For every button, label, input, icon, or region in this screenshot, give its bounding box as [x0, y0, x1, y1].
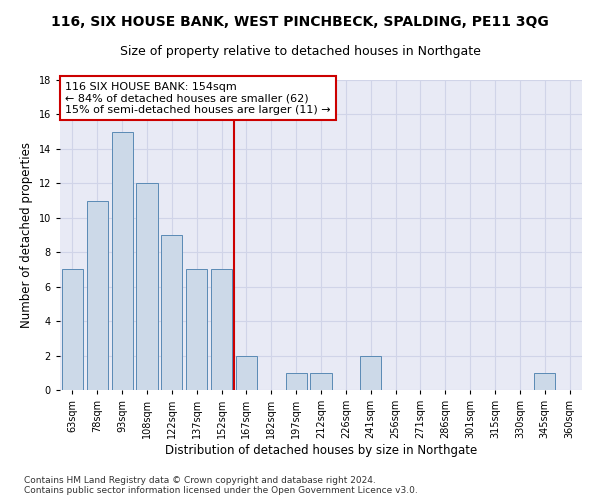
Bar — [87, 200, 108, 390]
X-axis label: Distribution of detached houses by size in Northgate: Distribution of detached houses by size … — [165, 444, 477, 457]
Bar — [286, 373, 307, 390]
Y-axis label: Number of detached properties: Number of detached properties — [20, 142, 33, 328]
Bar — [112, 132, 133, 390]
Bar — [161, 235, 182, 390]
Bar — [360, 356, 381, 390]
Bar — [136, 184, 158, 390]
Bar — [186, 270, 207, 390]
Text: 116, SIX HOUSE BANK, WEST PINCHBECK, SPALDING, PE11 3QG: 116, SIX HOUSE BANK, WEST PINCHBECK, SPA… — [51, 15, 549, 29]
Bar — [534, 373, 555, 390]
Bar — [236, 356, 257, 390]
Text: 116 SIX HOUSE BANK: 154sqm
← 84% of detached houses are smaller (62)
15% of semi: 116 SIX HOUSE BANK: 154sqm ← 84% of deta… — [65, 82, 331, 115]
Bar — [310, 373, 332, 390]
Bar — [211, 270, 232, 390]
Text: Contains HM Land Registry data © Crown copyright and database right 2024.
Contai: Contains HM Land Registry data © Crown c… — [24, 476, 418, 495]
Bar — [62, 270, 83, 390]
Text: Size of property relative to detached houses in Northgate: Size of property relative to detached ho… — [119, 45, 481, 58]
